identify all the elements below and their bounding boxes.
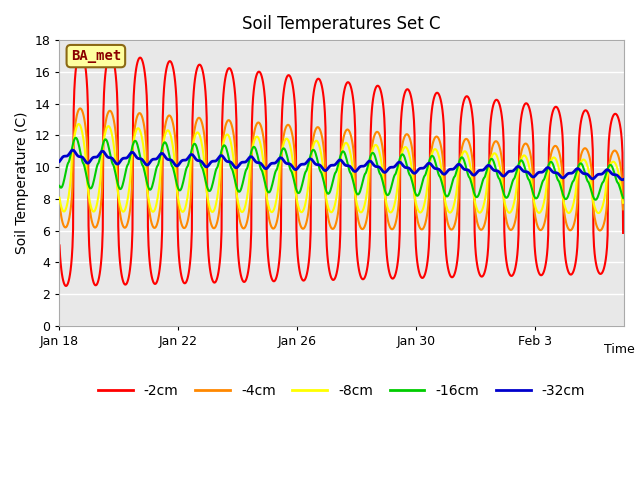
Legend: -2cm, -4cm, -8cm, -16cm, -32cm: -2cm, -4cm, -8cm, -16cm, -32cm bbox=[92, 378, 591, 404]
Text: BA_met: BA_met bbox=[71, 49, 121, 63]
X-axis label: Time: Time bbox=[604, 343, 635, 356]
Title: Soil Temperatures Set C: Soil Temperatures Set C bbox=[243, 15, 441, 33]
Y-axis label: Soil Temperature (C): Soil Temperature (C) bbox=[15, 112, 29, 254]
